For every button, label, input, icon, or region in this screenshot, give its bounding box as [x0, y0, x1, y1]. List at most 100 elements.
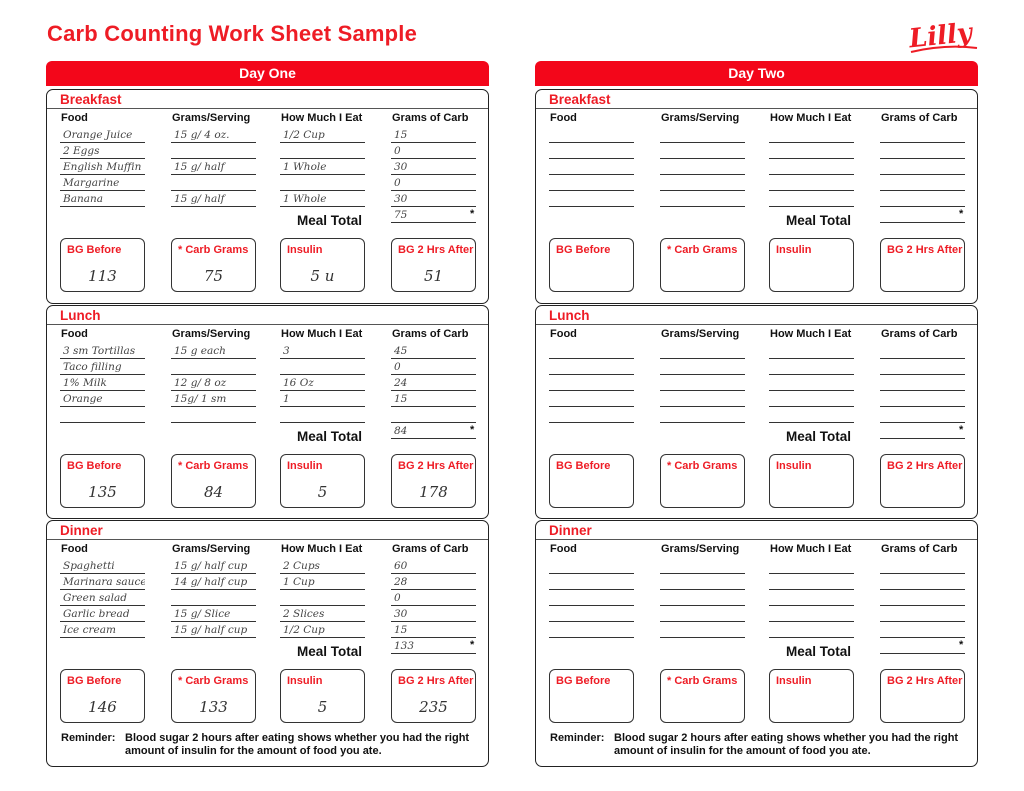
grams-serving-field[interactable]: 15 g/ half cup	[171, 623, 256, 638]
food-field[interactable]: Taco filling	[60, 360, 145, 375]
bg-after-box[interactable]: BG 2 Hrs After 51	[391, 238, 476, 292]
box-value[interactable]: 5	[317, 483, 328, 501]
grams-serving-field[interactable]	[171, 408, 256, 423]
food-field[interactable]	[549, 575, 634, 590]
food-field[interactable]: 3 sm Tortillas	[60, 344, 145, 359]
insulin-box[interactable]: Insulin 5	[280, 669, 365, 723]
grams-of-carb-field[interactable]: 15	[391, 392, 476, 407]
how-much-field[interactable]: 1/2 Cup	[280, 128, 365, 143]
how-much-field[interactable]	[769, 144, 854, 159]
food-field[interactable]: English Muffin	[60, 160, 145, 175]
how-much-field[interactable]	[280, 408, 365, 423]
grams-of-carb-field[interactable]	[880, 176, 965, 191]
grams-of-carb-field[interactable]: 30	[391, 192, 476, 207]
insulin-box[interactable]: Insulin 5	[280, 454, 365, 508]
grams-of-carb-field[interactable]: 28	[391, 575, 476, 590]
food-field[interactable]: Orange Juice	[60, 128, 145, 143]
food-field[interactable]	[549, 408, 634, 423]
bg-before-box[interactable]: BG Before 146	[60, 669, 145, 723]
bg-before-box[interactable]: BG Before 135	[60, 454, 145, 508]
grams-serving-field[interactable]	[660, 176, 745, 191]
carb-grams-box[interactable]: * Carb Grams	[660, 454, 745, 508]
food-field[interactable]: Margarine	[60, 176, 145, 191]
grams-of-carb-field[interactable]	[880, 591, 965, 606]
grams-serving-field[interactable]: 15 g each	[171, 344, 256, 359]
meal-total-field[interactable]	[880, 639, 965, 654]
grams-of-carb-field[interactable]: 24	[391, 376, 476, 391]
grams-of-carb-field[interactable]	[880, 344, 965, 359]
how-much-field[interactable]: 3	[280, 344, 365, 359]
box-value[interactable]: 84	[203, 483, 224, 501]
how-much-field[interactable]	[280, 591, 365, 606]
bg-before-box[interactable]: BG Before 113	[60, 238, 145, 292]
how-much-field[interactable]	[769, 160, 854, 175]
box-value[interactable]: 113	[88, 267, 117, 285]
how-much-field[interactable]: 1 Whole	[280, 192, 365, 207]
grams-serving-field[interactable]	[660, 344, 745, 359]
grams-of-carb-field[interactable]	[880, 607, 965, 622]
food-field[interactable]	[549, 176, 634, 191]
grams-serving-field[interactable]: 15 g/ half	[171, 160, 256, 175]
food-field[interactable]	[549, 376, 634, 391]
how-much-field[interactable]	[769, 408, 854, 423]
grams-of-carb-field[interactable]: 15	[391, 128, 476, 143]
grams-of-carb-field[interactable]	[391, 408, 476, 423]
grams-of-carb-field[interactable]	[880, 559, 965, 574]
grams-of-carb-field[interactable]	[880, 128, 965, 143]
box-value[interactable]: 178	[419, 483, 448, 501]
insulin-box[interactable]: Insulin 5 u	[280, 238, 365, 292]
food-field[interactable]: Ice cream	[60, 623, 145, 638]
food-field[interactable]	[549, 160, 634, 175]
food-field[interactable]	[549, 392, 634, 407]
grams-of-carb-field[interactable]	[880, 575, 965, 590]
grams-serving-field[interactable]: 12 g/ 8 oz	[171, 376, 256, 391]
meal-total-field[interactable]	[880, 208, 965, 223]
how-much-field[interactable]: 1 Cup	[280, 575, 365, 590]
grams-serving-field[interactable]: 15 g/ Slice	[171, 607, 256, 622]
meal-total-field[interactable]: 75	[391, 208, 476, 223]
grams-serving-field[interactable]	[660, 623, 745, 638]
how-much-field[interactable]	[769, 607, 854, 622]
grams-serving-field[interactable]	[171, 144, 256, 159]
food-field[interactable]: Marinara sauce	[60, 575, 145, 590]
bg-after-box[interactable]: BG 2 Hrs After	[880, 454, 965, 508]
how-much-field[interactable]: 1 Whole	[280, 160, 365, 175]
bg-before-box[interactable]: BG Before	[549, 454, 634, 508]
how-much-field[interactable]	[769, 575, 854, 590]
box-value[interactable]: 51	[423, 267, 444, 285]
bg-after-box[interactable]: BG 2 Hrs After	[880, 238, 965, 292]
grams-serving-field[interactable]: 15g/ 1 sm	[171, 392, 256, 407]
food-field[interactable]	[549, 559, 634, 574]
how-much-field[interactable]	[769, 392, 854, 407]
carb-grams-box[interactable]: * Carb Grams	[660, 669, 745, 723]
grams-of-carb-field[interactable]: 30	[391, 607, 476, 622]
meal-total-field[interactable]	[880, 424, 965, 439]
grams-of-carb-field[interactable]: 60	[391, 559, 476, 574]
food-field[interactable]: Orange	[60, 392, 145, 407]
grams-of-carb-field[interactable]: 0	[391, 591, 476, 606]
meal-total-field[interactable]: 84	[391, 424, 476, 439]
grams-of-carb-field[interactable]	[880, 144, 965, 159]
grams-of-carb-field[interactable]	[880, 360, 965, 375]
grams-of-carb-field[interactable]: 15	[391, 623, 476, 638]
grams-of-carb-field[interactable]	[880, 623, 965, 638]
insulin-box[interactable]: Insulin	[769, 238, 854, 292]
grams-serving-field[interactable]	[660, 591, 745, 606]
grams-serving-field[interactable]: 15 g/ half	[171, 192, 256, 207]
how-much-field[interactable]: 1/2 Cup	[280, 623, 365, 638]
grams-of-carb-field[interactable]: 0	[391, 144, 476, 159]
food-field[interactable]	[549, 360, 634, 375]
grams-of-carb-field[interactable]: 30	[391, 160, 476, 175]
food-field[interactable]	[549, 128, 634, 143]
food-field[interactable]	[549, 591, 634, 606]
grams-of-carb-field[interactable]	[880, 376, 965, 391]
how-much-field[interactable]	[280, 176, 365, 191]
how-much-field[interactable]	[769, 176, 854, 191]
how-much-field[interactable]	[280, 144, 365, 159]
bg-before-box[interactable]: BG Before	[549, 669, 634, 723]
food-field[interactable]	[549, 344, 634, 359]
grams-serving-field[interactable]	[171, 591, 256, 606]
carb-grams-box[interactable]: * Carb Grams 133	[171, 669, 256, 723]
grams-serving-field[interactable]	[660, 607, 745, 622]
grams-of-carb-field[interactable]	[880, 392, 965, 407]
